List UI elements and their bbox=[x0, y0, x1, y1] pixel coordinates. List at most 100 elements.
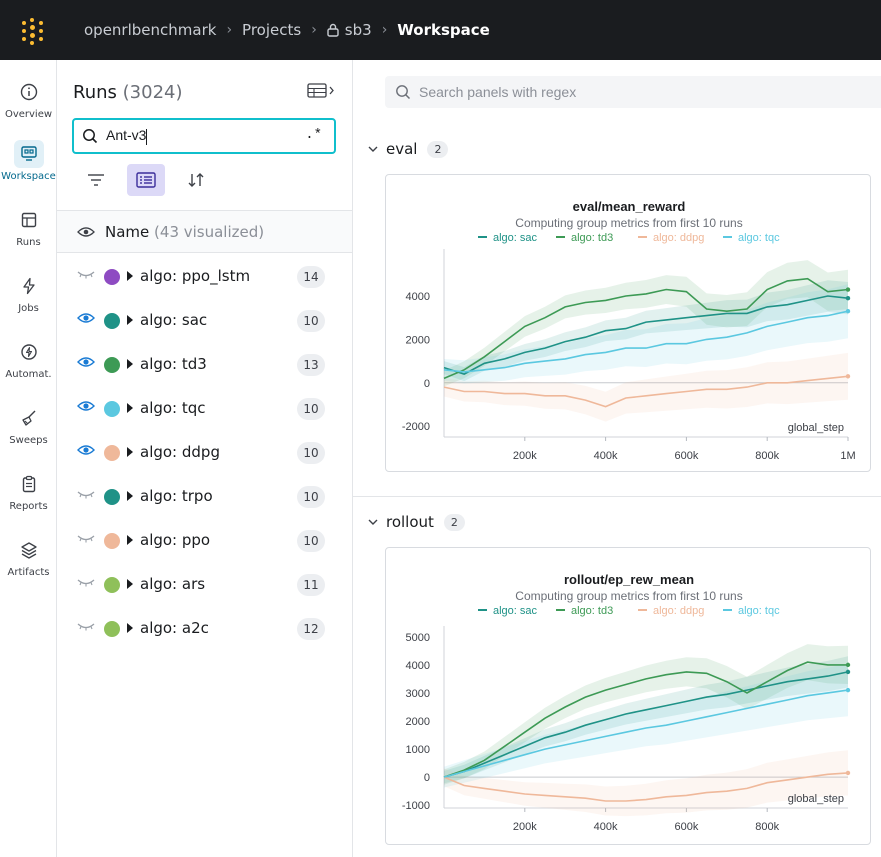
run-color-dot[interactable] bbox=[104, 621, 120, 637]
series-band bbox=[444, 664, 848, 788]
chevron-right-icon: › bbox=[226, 22, 233, 38]
eye-icon[interactable] bbox=[77, 400, 95, 412]
run-group-row[interactable]: algo: td3 13 bbox=[57, 343, 352, 387]
y-tick-label: -2000 bbox=[402, 421, 430, 433]
nav-sweeps[interactable]: Sweeps bbox=[0, 404, 57, 460]
expand-caret-icon[interactable] bbox=[127, 447, 133, 457]
run-group-name[interactable]: algo: ppo_lstm bbox=[140, 267, 251, 285]
name-column-header[interactable]: Name (43 visualized) bbox=[57, 210, 352, 253]
sort-button[interactable] bbox=[177, 164, 215, 196]
nav-jobs[interactable]: Jobs bbox=[0, 272, 57, 328]
breadcrumb-projects[interactable]: Projects bbox=[242, 21, 302, 39]
run-group-name[interactable]: algo: tqc bbox=[140, 399, 206, 417]
clipboard-icon bbox=[14, 470, 44, 498]
nav-label: Reports bbox=[9, 501, 48, 512]
run-group-row[interactable]: algo: trpo 10 bbox=[57, 475, 352, 519]
run-group-row[interactable]: algo: ppo_lstm 14 bbox=[57, 255, 352, 299]
chart-panel-eval-mean-reward[interactable]: eval/mean_reward Computing group metrics … bbox=[385, 174, 871, 472]
eye-closed-icon[interactable] bbox=[77, 488, 95, 500]
run-color-dot[interactable] bbox=[104, 357, 120, 373]
run-color-dot[interactable] bbox=[104, 401, 120, 417]
expand-caret-icon[interactable] bbox=[127, 359, 133, 369]
nav-overview[interactable]: Overview bbox=[0, 78, 57, 134]
series-line bbox=[443, 772, 849, 802]
eye-icon[interactable] bbox=[77, 356, 95, 368]
run-group-row[interactable]: algo: ars 11 bbox=[57, 563, 352, 607]
regex-toggle[interactable]: .* bbox=[305, 127, 322, 143]
runs-sidebar: Runs (3024) Ant-v3 .* Name (43 visualize… bbox=[57, 60, 353, 857]
run-group-name[interactable]: algo: trpo bbox=[140, 487, 213, 505]
run-group-count: 11 bbox=[297, 574, 325, 596]
expand-caret-icon[interactable] bbox=[127, 271, 133, 281]
run-group-name[interactable]: algo: ddpg bbox=[140, 443, 220, 461]
y-tick-label: 5000 bbox=[406, 632, 430, 644]
nav-workspace[interactable]: Workspace bbox=[0, 140, 57, 196]
run-group-count: 14 bbox=[297, 266, 325, 288]
run-group-name[interactable]: algo: td3 bbox=[140, 355, 207, 373]
wandb-logo-icon[interactable] bbox=[22, 18, 50, 45]
chevron-right-icon: › bbox=[381, 22, 388, 38]
workspace-icon bbox=[13, 140, 44, 168]
run-group-row[interactable]: algo: sac 10 bbox=[57, 299, 352, 343]
eye-icon[interactable] bbox=[77, 444, 95, 456]
run-color-dot[interactable] bbox=[104, 269, 120, 285]
nav-label: Overview bbox=[4, 109, 53, 120]
sort-icon bbox=[188, 173, 204, 187]
eye-icon[interactable] bbox=[77, 226, 95, 238]
expand-caret-icon[interactable] bbox=[127, 579, 133, 589]
expand-caret-icon[interactable] bbox=[127, 623, 133, 633]
series-band bbox=[444, 284, 848, 384]
series-line bbox=[443, 295, 849, 375]
run-group-count: 10 bbox=[297, 530, 325, 552]
section-eval-header[interactable]: eval 2 bbox=[368, 140, 449, 158]
eye-closed-icon[interactable] bbox=[77, 532, 95, 544]
eye-icon[interactable] bbox=[77, 312, 95, 324]
group-button[interactable] bbox=[127, 164, 165, 196]
breadcrumb-project[interactable]: sb3 bbox=[344, 21, 372, 39]
breadcrumb-entity[interactable]: openrlbenchmark bbox=[84, 21, 217, 39]
eye-closed-icon[interactable] bbox=[77, 268, 95, 280]
run-color-dot[interactable] bbox=[104, 313, 120, 329]
run-color-dot[interactable] bbox=[104, 445, 120, 461]
run-group-row[interactable]: algo: a2c 12 bbox=[57, 607, 352, 651]
section-rollout-header[interactable]: rollout 2 bbox=[368, 513, 465, 531]
series-end-point bbox=[845, 287, 851, 292]
run-color-dot[interactable] bbox=[104, 577, 120, 593]
run-group-row[interactable]: algo: ddpg 10 bbox=[57, 431, 352, 475]
series-band bbox=[444, 656, 848, 784]
run-group-name[interactable]: algo: ars bbox=[140, 575, 206, 593]
run-group-name[interactable]: algo: a2c bbox=[140, 619, 209, 637]
expand-caret-icon[interactable] bbox=[127, 315, 133, 325]
legend-label: algo: td3 bbox=[571, 232, 613, 244]
eye-closed-icon[interactable] bbox=[77, 576, 95, 588]
nav-automations[interactable]: Automat. bbox=[0, 338, 57, 394]
chevron-right-icon: › bbox=[311, 22, 317, 38]
expand-caret-icon[interactable] bbox=[127, 491, 133, 501]
runs-toolbar bbox=[77, 164, 215, 196]
nav-artifacts[interactable]: Artifacts bbox=[0, 536, 57, 592]
run-group-name[interactable]: algo: ppo bbox=[140, 531, 211, 549]
run-color-dot[interactable] bbox=[104, 489, 120, 505]
eye-closed-icon[interactable] bbox=[77, 620, 95, 632]
filter-button[interactable] bbox=[77, 164, 115, 196]
run-group-row[interactable]: algo: tqc 10 bbox=[57, 387, 352, 431]
runs-search-input[interactable]: Ant-v3 .* bbox=[72, 118, 336, 154]
nav-reports[interactable]: Reports bbox=[0, 470, 57, 526]
expand-table-button[interactable] bbox=[307, 82, 337, 100]
nav-label: Workspace bbox=[1, 171, 56, 182]
run-group-name[interactable]: algo: sac bbox=[140, 311, 208, 329]
expand-caret-icon[interactable] bbox=[127, 403, 133, 413]
series-line bbox=[443, 661, 848, 778]
panel-search-input[interactable]: Search panels with regex bbox=[385, 76, 881, 108]
run-group-row[interactable]: algo: ppo 10 bbox=[57, 519, 352, 563]
legend-label: algo: ddpg bbox=[653, 232, 704, 244]
x-tick-label: 600k bbox=[674, 450, 698, 462]
nav-runs[interactable]: Runs bbox=[0, 206, 57, 262]
expand-caret-icon[interactable] bbox=[127, 535, 133, 545]
legend-label: algo: ddpg bbox=[653, 605, 704, 617]
chart-panel-rollout-ep-rew-mean[interactable]: rollout/ep_rew_mean Computing group metri… bbox=[385, 547, 871, 845]
legend-label: algo: tqc bbox=[738, 232, 780, 244]
section-title: eval bbox=[386, 140, 418, 158]
chart-title: eval/mean_reward bbox=[573, 199, 686, 214]
run-color-dot[interactable] bbox=[104, 533, 120, 549]
